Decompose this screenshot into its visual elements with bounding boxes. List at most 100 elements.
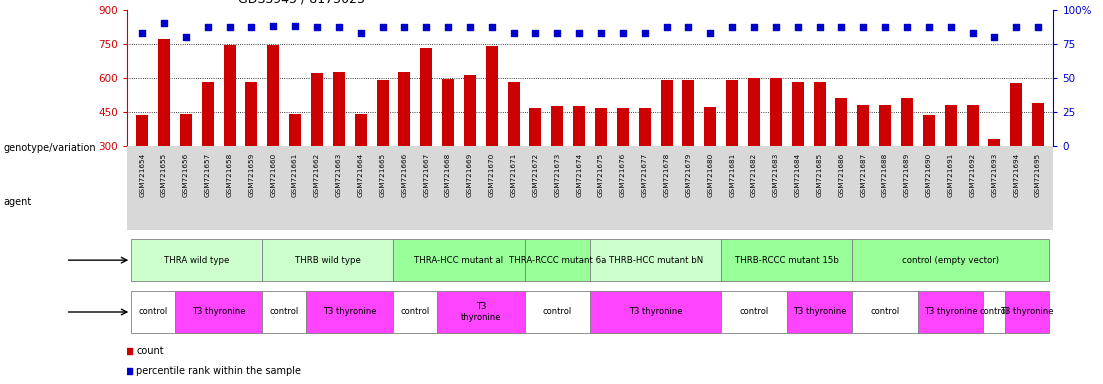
Point [548, 30, 566, 36]
Text: control: control [269, 308, 299, 316]
Bar [918, 291, 984, 333]
Point [221, 24, 238, 30]
Text: GSM721666: GSM721666 [401, 153, 407, 197]
Point [920, 24, 938, 30]
Point [702, 30, 719, 36]
Point [243, 24, 260, 30]
Text: T3 thyronine: T3 thyronine [323, 308, 376, 316]
Point [767, 24, 784, 30]
Bar [245, 82, 257, 146]
Text: T3 thyronine: T3 thyronine [192, 308, 245, 316]
Text: T3 thyronine: T3 thyronine [924, 308, 977, 316]
Bar [529, 108, 542, 146]
Bar [202, 82, 214, 146]
Point [265, 23, 282, 29]
Bar [835, 98, 847, 146]
Point [396, 24, 414, 30]
Point [330, 24, 347, 30]
Text: percentile rank within the sample: percentile rank within the sample [137, 366, 301, 376]
Text: GSM721688: GSM721688 [882, 153, 888, 197]
Point [526, 30, 544, 36]
Text: T3 thyronine: T3 thyronine [629, 308, 683, 316]
Bar [1010, 83, 1022, 146]
Bar [306, 291, 394, 333]
Point [1029, 24, 1047, 30]
Text: THRB wild type: THRB wild type [295, 256, 361, 265]
Text: control: control [543, 308, 572, 316]
Point [352, 30, 370, 36]
Text: control: control [870, 308, 900, 316]
Text: GSM721674: GSM721674 [576, 153, 582, 197]
Bar [814, 82, 825, 146]
Bar [705, 107, 716, 146]
Bar [267, 45, 279, 146]
Point [833, 24, 850, 30]
Text: GSM721680: GSM721680 [707, 153, 714, 197]
Text: GSM721665: GSM721665 [379, 153, 386, 197]
Bar [376, 80, 388, 146]
Text: GSM721695: GSM721695 [1035, 153, 1041, 197]
Text: GSM721694: GSM721694 [1014, 153, 1019, 197]
Bar [721, 239, 853, 281]
Bar [394, 291, 437, 333]
Text: GSM721678: GSM721678 [664, 153, 670, 197]
Text: GSM721664: GSM721664 [357, 153, 364, 197]
Bar [792, 82, 804, 146]
Bar [552, 106, 564, 146]
Point [855, 24, 872, 30]
Point [1007, 24, 1025, 30]
Text: GSM721661: GSM721661 [292, 153, 298, 197]
Point [679, 24, 697, 30]
Point [570, 30, 588, 36]
Text: GSM721669: GSM721669 [467, 153, 473, 197]
Bar [464, 76, 475, 146]
Point [811, 24, 828, 30]
Bar [590, 291, 721, 333]
Bar [966, 105, 978, 146]
Bar [853, 239, 1049, 281]
Text: GSM721689: GSM721689 [904, 153, 910, 197]
Point [133, 30, 151, 36]
Text: GSM721670: GSM721670 [489, 153, 495, 197]
Bar [857, 105, 869, 146]
Bar [1032, 103, 1045, 146]
Point [898, 24, 915, 30]
Bar [944, 105, 956, 146]
Text: count: count [137, 346, 164, 356]
Text: GSM721655: GSM721655 [161, 153, 167, 197]
Bar [574, 106, 586, 146]
Text: T3 thyronine: T3 thyronine [1000, 308, 1053, 316]
Text: GSM721659: GSM721659 [248, 153, 255, 197]
Text: control (empty vector): control (empty vector) [902, 256, 999, 265]
Text: GSM721663: GSM721663 [335, 153, 342, 197]
Text: THRB-RCCC mutant 15b: THRB-RCCC mutant 15b [735, 256, 838, 265]
Bar [525, 239, 590, 281]
Text: GSM721667: GSM721667 [424, 153, 429, 197]
Text: GSM721656: GSM721656 [183, 153, 189, 197]
Text: THRA wild type: THRA wild type [164, 256, 229, 265]
Bar [311, 73, 323, 146]
Text: GSM721676: GSM721676 [620, 153, 625, 197]
Bar [590, 239, 721, 281]
Bar [131, 291, 175, 333]
Bar [923, 115, 935, 146]
Bar [420, 48, 432, 146]
Bar [289, 114, 301, 146]
Point [505, 30, 523, 36]
Text: GSM721672: GSM721672 [533, 153, 538, 197]
Point [789, 24, 806, 30]
Text: GSM721685: GSM721685 [816, 153, 823, 197]
Text: T3
thyronine: T3 thyronine [461, 302, 501, 322]
Point [942, 24, 960, 30]
Point [308, 24, 325, 30]
Bar [748, 78, 760, 146]
Bar [661, 80, 673, 146]
Text: GSM721691: GSM721691 [947, 153, 954, 197]
Point [964, 30, 982, 36]
Point [329, 271, 346, 277]
Point [176, 34, 194, 40]
Text: control: control [739, 308, 769, 316]
Text: GSM721668: GSM721668 [446, 153, 451, 197]
Text: THRA-RCCC mutant 6a: THRA-RCCC mutant 6a [508, 256, 606, 265]
Point [199, 24, 216, 30]
